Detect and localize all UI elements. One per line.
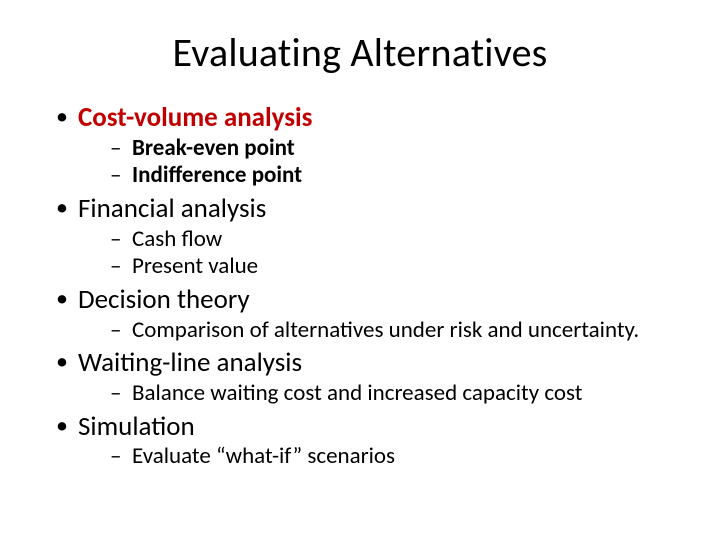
sub-text: Present value [132,252,258,280]
sub-list: Balance waiting cost and increased capac… [78,380,672,408]
bullet-text: Waiting-line analysis [78,346,302,379]
sub-list: Comparison of alternatives under risk an… [78,317,672,345]
sub-item: Comparison of alternatives under risk an… [108,317,672,345]
bullet-text: Decision theory [78,283,250,316]
bullet-item: Financial analysis Cash flow Present val… [52,192,672,281]
sub-text: Break-even point [132,134,295,162]
sub-text: Indifference point [132,161,302,189]
sub-item: Cash flow [108,226,672,254]
sub-text: Comparison of alternatives under risk an… [132,316,639,344]
bullet-text: Simulation [78,410,195,443]
bullet-text: Financial analysis [78,192,266,225]
sub-item: Evaluate “what-if” scenarios [108,443,672,471]
bullet-item: Waiting-line analysis Balance waiting co… [52,346,672,407]
bullet-list: Cost-volume analysis Break-even point In… [48,101,672,471]
bullet-item: Decision theory Comparison of alternativ… [52,283,672,344]
sub-item: Indifference point [108,162,672,190]
slide-title: Evaluating Alternatives [48,28,672,77]
bullet-item: Simulation Evaluate “what-if” scenarios [52,410,672,471]
sub-list: Cash flow Present value [78,226,672,281]
sub-item: Balance waiting cost and increased capac… [108,380,672,408]
slide: Evaluating Alternatives Cost-volume anal… [0,0,720,540]
sub-text: Balance waiting cost and increased capac… [132,379,582,407]
sub-list: Evaluate “what-if” scenarios [78,443,672,471]
sub-text: Cash flow [132,225,222,253]
sub-list: Break-even point Indifference point [78,135,672,190]
sub-item: Break-even point [108,135,672,163]
sub-text: Evaluate “what-if” scenarios [132,442,395,470]
bullet-text: Cost-volume analysis [78,101,312,134]
bullet-item: Cost-volume analysis Break-even point In… [52,101,672,190]
sub-item: Present value [108,253,672,281]
